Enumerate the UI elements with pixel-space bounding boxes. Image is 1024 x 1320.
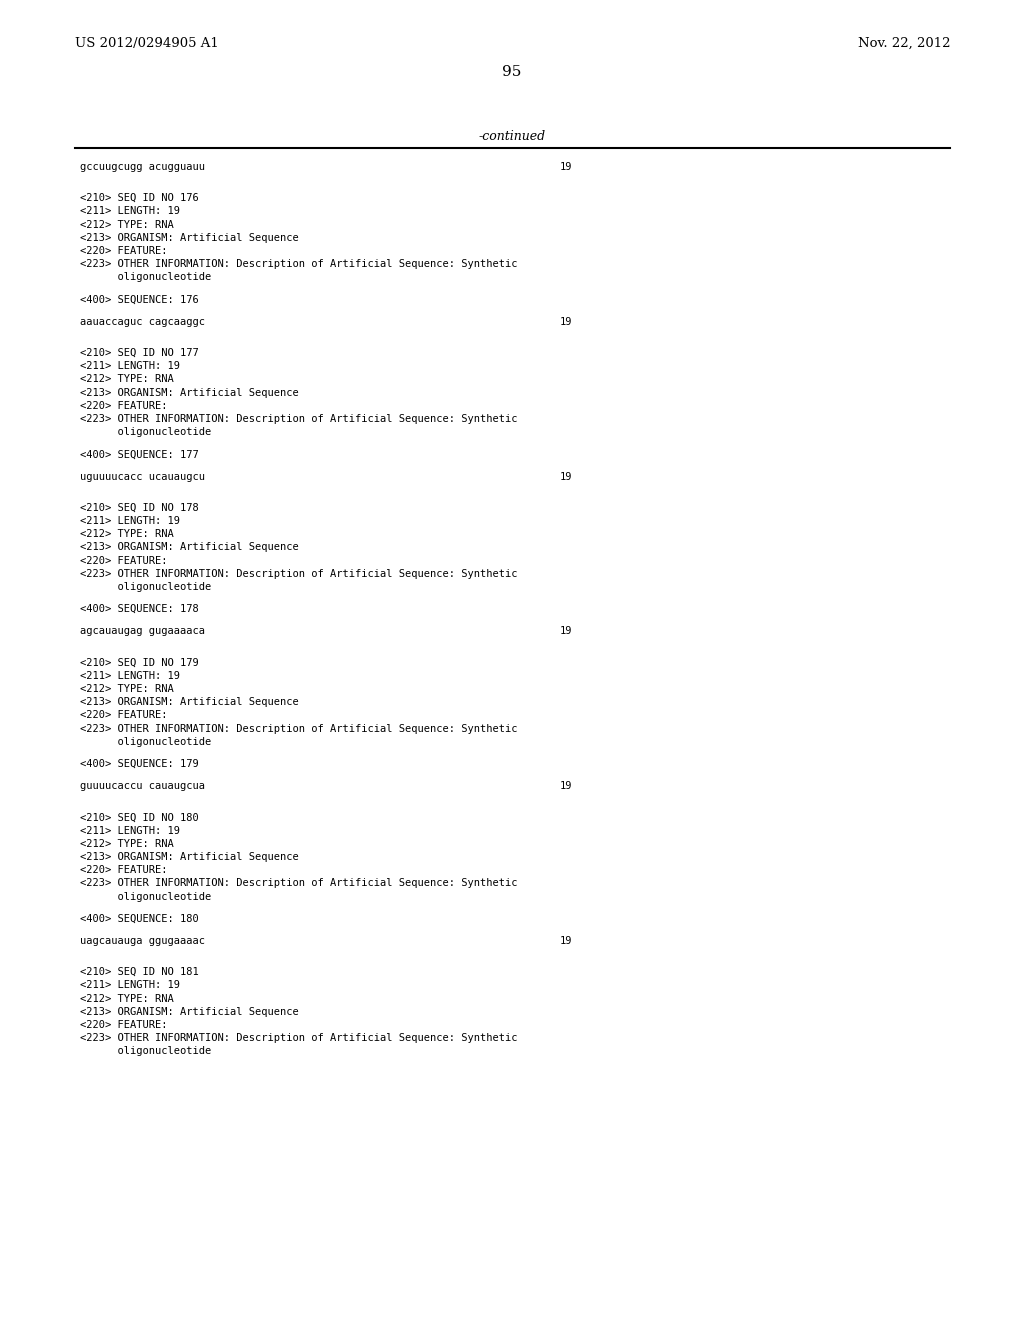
Text: uguuuucacc ucauaugcu: uguuuucacc ucauaugcu bbox=[80, 471, 205, 482]
Text: -continued: -continued bbox=[478, 129, 546, 143]
Text: 19: 19 bbox=[560, 162, 572, 172]
Text: <212> TYPE: RNA: <212> TYPE: RNA bbox=[80, 219, 174, 230]
Text: oligonucleotide: oligonucleotide bbox=[80, 582, 211, 591]
Text: oligonucleotide: oligonucleotide bbox=[80, 737, 211, 747]
Text: agcauaugag gugaaaaca: agcauaugag gugaaaaca bbox=[80, 627, 205, 636]
Text: <213> ORGANISM: Artificial Sequence: <213> ORGANISM: Artificial Sequence bbox=[80, 1007, 299, 1016]
Text: <400> SEQUENCE: 178: <400> SEQUENCE: 178 bbox=[80, 605, 199, 614]
Text: <211> LENGTH: 19: <211> LENGTH: 19 bbox=[80, 362, 180, 371]
Text: Nov. 22, 2012: Nov. 22, 2012 bbox=[857, 37, 950, 50]
Text: <213> ORGANISM: Artificial Sequence: <213> ORGANISM: Artificial Sequence bbox=[80, 697, 299, 708]
Text: <211> LENGTH: 19: <211> LENGTH: 19 bbox=[80, 206, 180, 216]
Text: <220> FEATURE:: <220> FEATURE: bbox=[80, 710, 168, 721]
Text: <213> ORGANISM: Artificial Sequence: <213> ORGANISM: Artificial Sequence bbox=[80, 851, 299, 862]
Text: <400> SEQUENCE: 180: <400> SEQUENCE: 180 bbox=[80, 913, 199, 924]
Text: <213> ORGANISM: Artificial Sequence: <213> ORGANISM: Artificial Sequence bbox=[80, 388, 299, 397]
Text: 19: 19 bbox=[560, 627, 572, 636]
Text: oligonucleotide: oligonucleotide bbox=[80, 272, 211, 282]
Text: <212> TYPE: RNA: <212> TYPE: RNA bbox=[80, 375, 174, 384]
Text: <211> LENGTH: 19: <211> LENGTH: 19 bbox=[80, 825, 180, 836]
Text: <223> OTHER INFORMATION: Description of Artificial Sequence: Synthetic: <223> OTHER INFORMATION: Description of … bbox=[80, 569, 517, 578]
Text: <210> SEQ ID NO 177: <210> SEQ ID NO 177 bbox=[80, 348, 199, 358]
Text: <210> SEQ ID NO 178: <210> SEQ ID NO 178 bbox=[80, 503, 199, 512]
Text: oligonucleotide: oligonucleotide bbox=[80, 1047, 211, 1056]
Text: US 2012/0294905 A1: US 2012/0294905 A1 bbox=[75, 37, 219, 50]
Text: <220> FEATURE:: <220> FEATURE: bbox=[80, 1020, 168, 1030]
Text: <220> FEATURE:: <220> FEATURE: bbox=[80, 246, 168, 256]
Text: uagcauauga ggugaaaac: uagcauauga ggugaaaac bbox=[80, 936, 205, 946]
Text: <210> SEQ ID NO 176: <210> SEQ ID NO 176 bbox=[80, 193, 199, 203]
Text: <212> TYPE: RNA: <212> TYPE: RNA bbox=[80, 684, 174, 694]
Text: <212> TYPE: RNA: <212> TYPE: RNA bbox=[80, 994, 174, 1003]
Text: <220> FEATURE:: <220> FEATURE: bbox=[80, 401, 168, 411]
Text: <400> SEQUENCE: 179: <400> SEQUENCE: 179 bbox=[80, 759, 199, 770]
Text: 95: 95 bbox=[503, 65, 521, 79]
Text: <210> SEQ ID NO 180: <210> SEQ ID NO 180 bbox=[80, 812, 199, 822]
Text: <213> ORGANISM: Artificial Sequence: <213> ORGANISM: Artificial Sequence bbox=[80, 232, 299, 243]
Text: <212> TYPE: RNA: <212> TYPE: RNA bbox=[80, 838, 174, 849]
Text: <223> OTHER INFORMATION: Description of Artificial Sequence: Synthetic: <223> OTHER INFORMATION: Description of … bbox=[80, 723, 517, 734]
Text: aauaccaguc cagcaaggc: aauaccaguc cagcaaggc bbox=[80, 317, 205, 327]
Text: <223> OTHER INFORMATION: Description of Artificial Sequence: Synthetic: <223> OTHER INFORMATION: Description of … bbox=[80, 414, 517, 424]
Text: <223> OTHER INFORMATION: Description of Artificial Sequence: Synthetic: <223> OTHER INFORMATION: Description of … bbox=[80, 1034, 517, 1043]
Text: <212> TYPE: RNA: <212> TYPE: RNA bbox=[80, 529, 174, 539]
Text: <211> LENGTH: 19: <211> LENGTH: 19 bbox=[80, 516, 180, 525]
Text: <223> OTHER INFORMATION: Description of Artificial Sequence: Synthetic: <223> OTHER INFORMATION: Description of … bbox=[80, 259, 517, 269]
Text: oligonucleotide: oligonucleotide bbox=[80, 891, 211, 902]
Text: <210> SEQ ID NO 181: <210> SEQ ID NO 181 bbox=[80, 968, 199, 977]
Text: guuuucaccu cauaugcua: guuuucaccu cauaugcua bbox=[80, 781, 205, 791]
Text: <211> LENGTH: 19: <211> LENGTH: 19 bbox=[80, 671, 180, 681]
Text: <210> SEQ ID NO 179: <210> SEQ ID NO 179 bbox=[80, 657, 199, 668]
Text: oligonucleotide: oligonucleotide bbox=[80, 428, 211, 437]
Text: <400> SEQUENCE: 177: <400> SEQUENCE: 177 bbox=[80, 449, 199, 459]
Text: <220> FEATURE:: <220> FEATURE: bbox=[80, 556, 168, 565]
Text: <220> FEATURE:: <220> FEATURE: bbox=[80, 865, 168, 875]
Text: 19: 19 bbox=[560, 781, 572, 791]
Text: <213> ORGANISM: Artificial Sequence: <213> ORGANISM: Artificial Sequence bbox=[80, 543, 299, 552]
Text: <211> LENGTH: 19: <211> LENGTH: 19 bbox=[80, 981, 180, 990]
Text: gccuugcugg acugguauu: gccuugcugg acugguauu bbox=[80, 162, 205, 172]
Text: 19: 19 bbox=[560, 317, 572, 327]
Text: <223> OTHER INFORMATION: Description of Artificial Sequence: Synthetic: <223> OTHER INFORMATION: Description of … bbox=[80, 878, 517, 888]
Text: <400> SEQUENCE: 176: <400> SEQUENCE: 176 bbox=[80, 294, 199, 305]
Text: 19: 19 bbox=[560, 936, 572, 946]
Text: 19: 19 bbox=[560, 471, 572, 482]
